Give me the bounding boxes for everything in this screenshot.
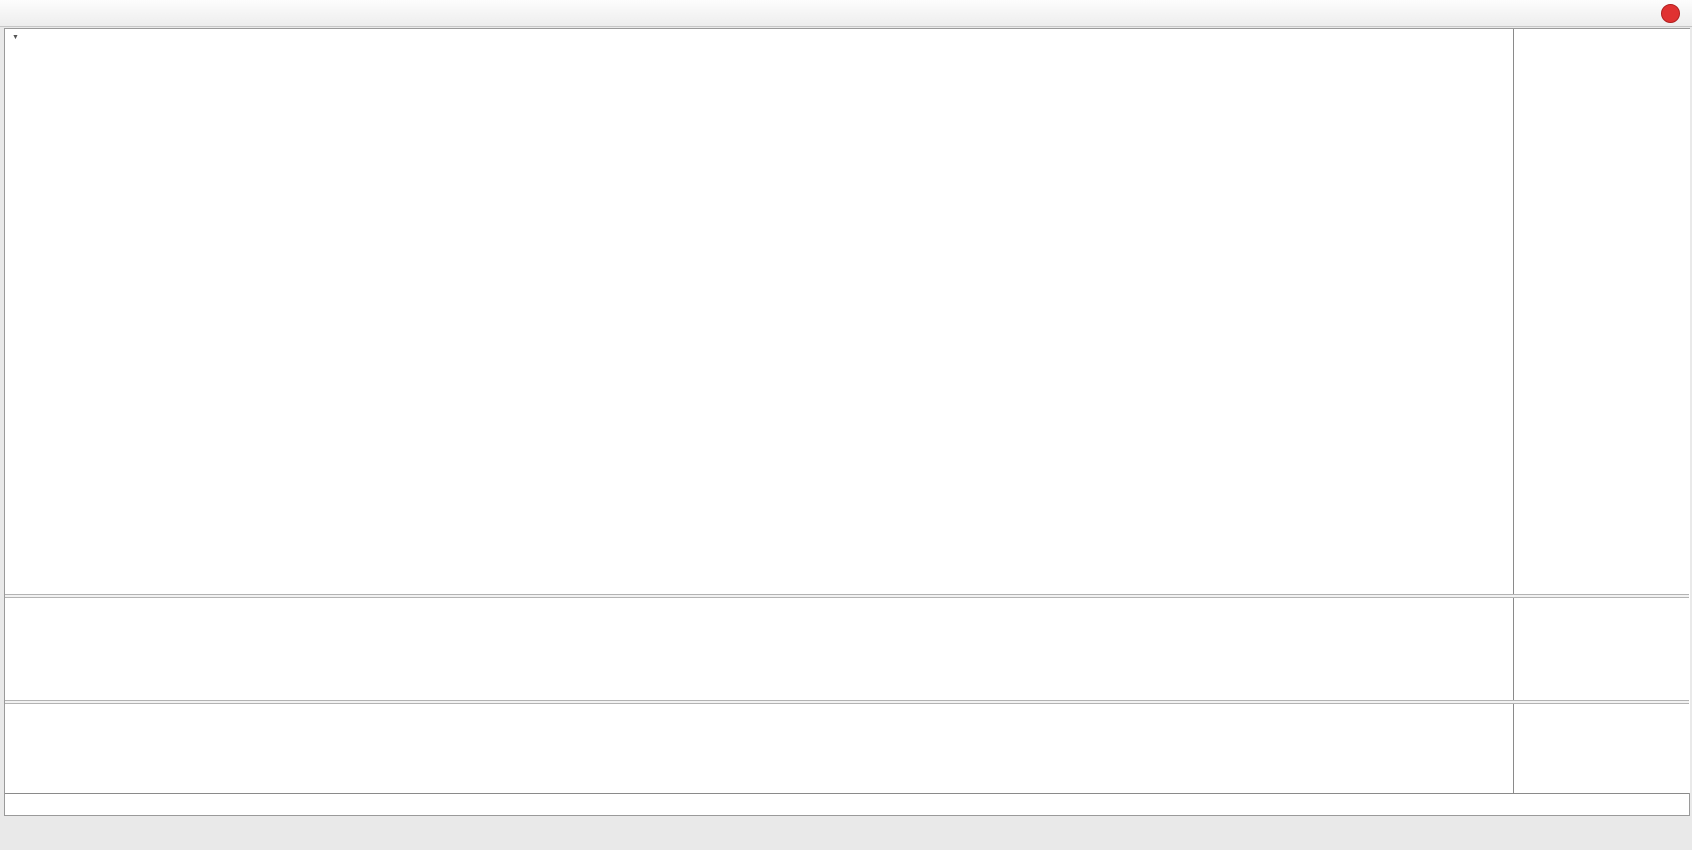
candlestick-chart[interactable] <box>5 29 1513 594</box>
time-axis[interactable] <box>5 793 1689 814</box>
search-icon <box>1629 5 1645 21</box>
rsi-chart <box>5 704 1513 792</box>
notification-badge[interactable] <box>1661 3 1680 23</box>
pane-separator-macd[interactable] <box>5 594 1689 598</box>
rsi-pane[interactable] <box>5 704 1513 792</box>
chart-title: ▼ <box>12 32 49 44</box>
rsi-label <box>12 707 22 719</box>
price-axis[interactable] <box>1513 29 1690 793</box>
one-click-trading-toggle-icon[interactable]: ▼ <box>12 34 19 41</box>
search-button[interactable] <box>1622 1 1652 25</box>
macd-pane[interactable] <box>5 598 1513 700</box>
macd-label <box>12 601 27 613</box>
toolbar <box>0 0 1692 27</box>
pane-separator-rsi[interactable] <box>5 700 1689 704</box>
chart-window: ▼ <box>4 28 1690 816</box>
macd-chart <box>5 598 1513 700</box>
toolbar-right <box>1622 1 1688 25</box>
main-chart-pane[interactable]: ▼ <box>5 29 1513 594</box>
